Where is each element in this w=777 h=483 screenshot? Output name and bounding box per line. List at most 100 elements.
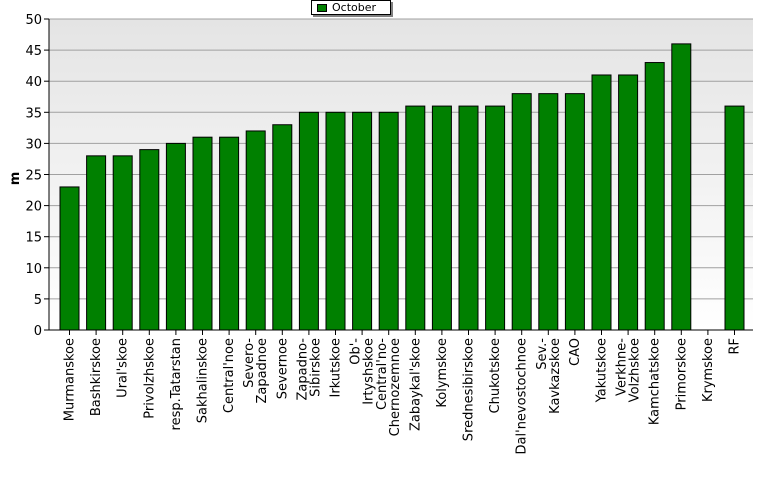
y-tick-label: 40 xyxy=(25,75,42,90)
x-tick-label-line: RF xyxy=(728,338,743,355)
y-tick-label: 15 xyxy=(25,231,42,246)
y-tick-label: 50 xyxy=(25,13,42,28)
x-tick-label: Krymskoe xyxy=(701,338,716,402)
y-tick-label: 25 xyxy=(25,169,42,184)
bar xyxy=(59,186,80,331)
x-tick-label-line: Volzhskoe xyxy=(628,338,643,402)
x-tick-label-line: Verkhne- xyxy=(615,338,630,396)
bar xyxy=(644,62,665,331)
bar xyxy=(86,155,107,331)
x-tick-label: Privolzhskoe xyxy=(142,338,157,419)
y-tick-label: 45 xyxy=(25,44,42,59)
x-tick-label-line: resp.Tatarstan xyxy=(169,338,184,430)
bar xyxy=(192,136,213,331)
x-tick-label-line: Krymskoe xyxy=(701,338,716,402)
legend-label: October xyxy=(332,1,377,14)
x-tick-label-line: Zabaykal'skoe xyxy=(408,338,423,431)
x-tick-label-line: Ural'skoe xyxy=(116,338,131,398)
legend: October xyxy=(311,0,391,15)
x-tick-label: Dal'nevostochnoe xyxy=(515,338,530,454)
x-tick-label-line: Sakhalinskoe xyxy=(196,338,211,423)
x-tick-label: Sev.-Kavkazskoe xyxy=(535,338,563,414)
x-tick-label-line: Central'no- xyxy=(375,338,390,410)
x-tick-label: Zabaykal'skoe xyxy=(408,338,423,431)
bar xyxy=(298,111,319,331)
x-tick-label-line: Zapadno- xyxy=(295,338,310,401)
x-tick-label: CAO xyxy=(568,338,583,366)
bar xyxy=(139,149,160,331)
x-tick-label: Zapadno-Sibirskoe xyxy=(295,338,323,401)
bar xyxy=(511,93,532,331)
x-tick-label: Yakutskoe xyxy=(595,338,610,403)
x-tick-label: Kolymskoe xyxy=(435,338,450,408)
x-tick-label: resp.Tatarstan xyxy=(169,338,184,430)
bar xyxy=(485,105,506,331)
x-tick-label-line: CAO xyxy=(568,338,583,366)
bar xyxy=(165,142,186,331)
bar xyxy=(671,43,692,331)
x-tick-label: Severnoe xyxy=(275,338,290,399)
x-tick-label-line: Irtyshskoe xyxy=(362,338,377,405)
x-tick-label-line: Chernozemnoe xyxy=(388,338,403,436)
y-tick-label: 20 xyxy=(25,200,42,215)
x-tick-label-line: Kavkazskoe xyxy=(548,338,563,414)
x-tick-label-line: Sibirskoe xyxy=(308,338,323,397)
x-tick-label-line: Kolymskoe xyxy=(435,338,450,408)
bar xyxy=(564,93,585,331)
x-tick-label: Srednesibirskoe xyxy=(462,338,477,441)
x-tick-label-line: Privolzhskoe xyxy=(142,338,157,419)
x-tick-label: Central'no-Chernozemnoe xyxy=(375,338,403,437)
x-tick-label-line: Dal'nevostochnoe xyxy=(515,338,530,454)
legend-swatch xyxy=(317,3,327,12)
y-tick-label: 35 xyxy=(25,106,42,121)
x-tick-label: Ob'-Irtyshskoe xyxy=(349,338,377,405)
x-tick-label-line: Kamchatskoe xyxy=(648,338,663,425)
x-tick-label: Ural'skoe xyxy=(116,338,131,398)
x-tick-label-line: Bashkirskoe xyxy=(89,338,104,416)
bar xyxy=(352,111,373,331)
x-tick-label-line: Severo- xyxy=(242,338,257,388)
x-tick-label: Primorskoe xyxy=(674,338,689,410)
bar xyxy=(618,74,639,331)
bar xyxy=(538,93,559,331)
x-tick-label: Bashkirskoe xyxy=(89,338,104,416)
y-tick-label: 5 xyxy=(34,293,42,308)
x-tick-label: Murmanskoe xyxy=(63,338,78,421)
x-tick-label-line: Primorskoe xyxy=(674,338,689,410)
x-tick-label: Sakhalinskoe xyxy=(196,338,211,423)
bar xyxy=(378,111,399,331)
bar xyxy=(325,111,346,331)
bar xyxy=(272,124,293,331)
bar xyxy=(591,74,612,331)
x-tick-label: Severo-Zapadnoe xyxy=(242,338,270,404)
x-tick-label-line: Yakutskoe xyxy=(595,338,610,403)
x-tick-label-line: Central'noe xyxy=(222,338,237,413)
bar xyxy=(405,105,426,331)
x-tick-label: Kamchatskoe xyxy=(648,338,663,425)
bar xyxy=(219,136,240,331)
x-tick-label: Irkutskoe xyxy=(329,338,344,397)
x-tick-label: RF xyxy=(728,338,743,355)
x-tick-label-line: Murmanskoe xyxy=(63,338,78,421)
x-tick-label: Central'noe xyxy=(222,338,237,413)
x-tick-label-line: Ob'- xyxy=(349,338,364,365)
x-tick-label: Chukotskoe xyxy=(488,338,503,413)
x-tick-label: Verkhne-Volzhskoe xyxy=(615,338,643,403)
x-tick-label-line: Srednesibirskoe xyxy=(462,338,477,441)
y-tick-label: 30 xyxy=(25,137,42,152)
x-tick-label-line: Zapadnoe xyxy=(255,338,270,404)
x-tick-label-line: Severnoe xyxy=(275,338,290,399)
bar xyxy=(724,105,745,331)
x-tick-label-line: Chukotskoe xyxy=(488,338,503,413)
bar xyxy=(245,130,266,331)
y-tick-label: 10 xyxy=(25,262,42,277)
bar xyxy=(458,105,479,331)
y-tick-label: 0 xyxy=(34,324,42,339)
bar xyxy=(431,105,452,331)
y-axis-title: m xyxy=(8,172,23,186)
x-tick-label-line: Irkutskoe xyxy=(329,338,344,397)
x-tick-label-line: Sev.- xyxy=(535,338,550,370)
bar xyxy=(112,155,133,331)
